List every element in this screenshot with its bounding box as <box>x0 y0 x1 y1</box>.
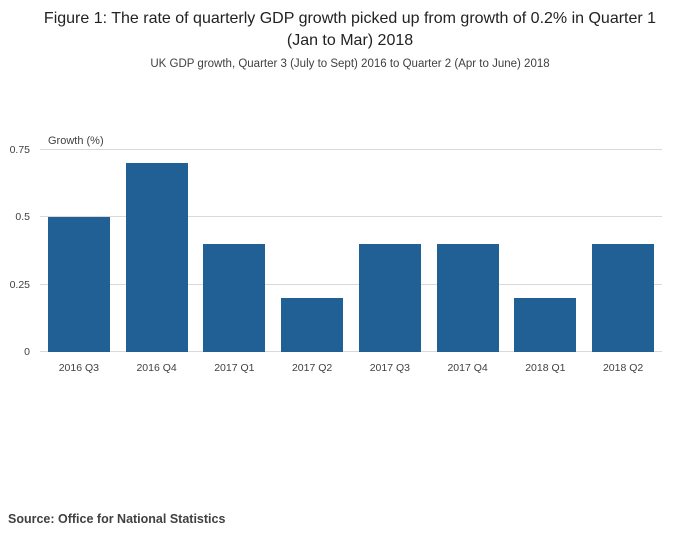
x-tick-label: 2016 Q3 <box>58 362 100 374</box>
x-tick-label: 2018 Q1 <box>525 362 566 374</box>
bar-group-2018-q1: 2018 Q1 <box>507 150 585 374</box>
x-axis-line <box>40 351 662 352</box>
chart-subtitle: UK GDP growth, Quarter 3 (July to Sept) … <box>150 58 550 70</box>
x-tick-label: 2017 Q2 <box>291 362 333 374</box>
y-tick-label: 0.5 <box>15 211 30 224</box>
y-tick-label: 0.25 <box>9 278 30 291</box>
bar-group-2017-q4: 2017 Q4 <box>429 150 507 374</box>
bar-group-2016-q4: 2016 Q4 <box>118 150 196 374</box>
gridline <box>40 283 662 285</box>
bar-group-2017-q3: 2017 Q3 <box>351 150 429 374</box>
y-axis-title: Growth (%) <box>48 135 104 147</box>
bar-2017-q1 <box>203 244 266 352</box>
x-tick-label: 2017 Q1 <box>214 362 255 374</box>
bar-2017-q4 <box>436 244 499 352</box>
source-note: Source: Office for National Statistics <box>8 512 226 526</box>
y-tick-label: 0.75 <box>9 144 30 156</box>
chart-title: Figure 1: The rate of quarterly GDP grow… <box>43 10 657 49</box>
bar-2017-q3 <box>358 244 421 352</box>
bar-group-2017-q1: 2017 Q1 <box>196 150 274 374</box>
gridline <box>40 216 662 218</box>
bar-group-2018-q2: 2018 Q2 <box>584 150 662 374</box>
bar-2016-q3 <box>47 217 110 352</box>
bar-2018-q2 <box>592 244 655 352</box>
x-tick-label: 2018 Q2 <box>602 362 644 374</box>
bar-2017-q2 <box>281 298 344 352</box>
y-axis: 0 0.25 0.5 0.75 <box>0 144 34 358</box>
x-tick-label: 2017 Q3 <box>369 362 411 374</box>
y-tick-label: 0 <box>24 346 30 358</box>
bar-2016-q4 <box>125 163 188 352</box>
gridline <box>40 149 662 150</box>
bar-group-2016-q3: 2016 Q3 <box>40 150 118 374</box>
plot-area: 2016 Q3 2016 Q4 2017 Q1 2017 Q2 2017 Q3 2017 … <box>40 149 662 374</box>
x-tick-label: 2016 Q4 <box>136 362 177 374</box>
bar-2018-q1 <box>514 298 577 352</box>
bar-group-2017-q2: 2017 Q2 <box>273 150 351 374</box>
x-tick-label: 2017 Q4 <box>447 362 488 374</box>
